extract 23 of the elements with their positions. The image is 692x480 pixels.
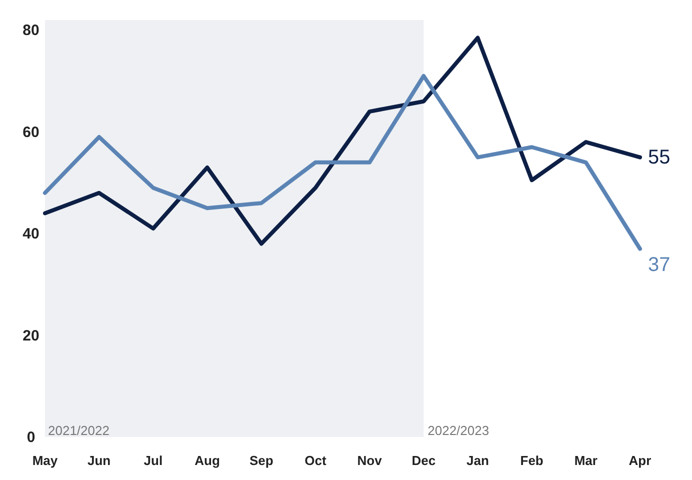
- annotation: 2022/2023: [428, 423, 490, 438]
- x-tick-label: Aug: [194, 453, 220, 468]
- y-tick-label: 60: [22, 124, 40, 141]
- x-tick-label: Dec: [412, 453, 436, 468]
- line-series: [43, 74, 642, 251]
- x-tick-label: Mar: [574, 453, 598, 468]
- x-tick-label: Jun: [88, 453, 111, 468]
- y-tick-label: 80: [22, 22, 40, 40]
- x-tick-label: Jan: [466, 453, 489, 468]
- x-tick-label: May: [32, 453, 58, 468]
- x-tick-label: Oct: [304, 453, 327, 468]
- line-series: [43, 36, 642, 246]
- y-tick-label: 20: [22, 327, 40, 344]
- y-tick-label: 40: [22, 226, 40, 243]
- x-tick-label: Jul: [144, 453, 163, 468]
- x-tick-label: Feb: [520, 453, 544, 468]
- x-tick-label: Sep: [249, 453, 274, 468]
- x-tick-label: Apr: [628, 453, 652, 468]
- x-tick-label: Nov: [357, 453, 383, 468]
- y-tick-label: 0: [26, 429, 36, 446]
- band-label: 2021/2022: [48, 423, 110, 438]
- data-label: 55: [648, 146, 670, 168]
- data-label: 37: [648, 254, 670, 276]
